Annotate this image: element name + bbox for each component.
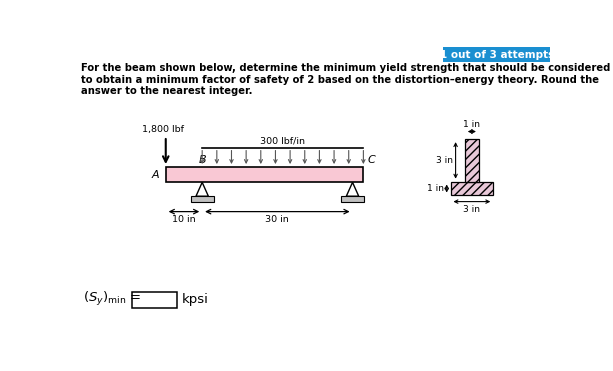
Text: to obtain a minimum factor of safety of 2 based on the distortion–energy theory.: to obtain a minimum factor of safety of … [82,75,600,85]
Text: 1 out of 3 attempts: 1 out of 3 attempts [440,50,554,59]
Text: 1,800 lbf: 1,800 lbf [142,125,185,134]
Text: 3 in: 3 in [436,156,453,165]
Bar [451,181,493,196]
Bar [443,47,550,62]
Bar [191,196,214,202]
Text: C: C [368,155,376,165]
Polygon shape [196,183,208,196]
Bar [341,196,364,202]
Text: 30 in: 30 in [265,216,289,224]
Text: answer to the nearest integer.: answer to the nearest integer. [82,86,253,96]
Text: 300 lbf/in: 300 lbf/in [261,137,305,145]
Text: $(S_y)_{\rm min}$ =: $(S_y)_{\rm min}$ = [83,290,141,308]
Text: 1 in: 1 in [463,120,481,129]
Text: A: A [152,170,159,180]
Bar [166,167,364,183]
Text: 3 in: 3 in [463,205,481,214]
Text: 10 in: 10 in [172,216,196,224]
Text: kpsi: kpsi [182,293,209,306]
Text: 1 in: 1 in [427,184,444,193]
Text: B: B [199,155,206,165]
Bar [132,292,177,308]
Text: For the beam shown below, determine the minimum yield strength that should be co: For the beam shown below, determine the … [82,63,611,73]
Polygon shape [346,183,359,196]
Bar [465,139,479,181]
